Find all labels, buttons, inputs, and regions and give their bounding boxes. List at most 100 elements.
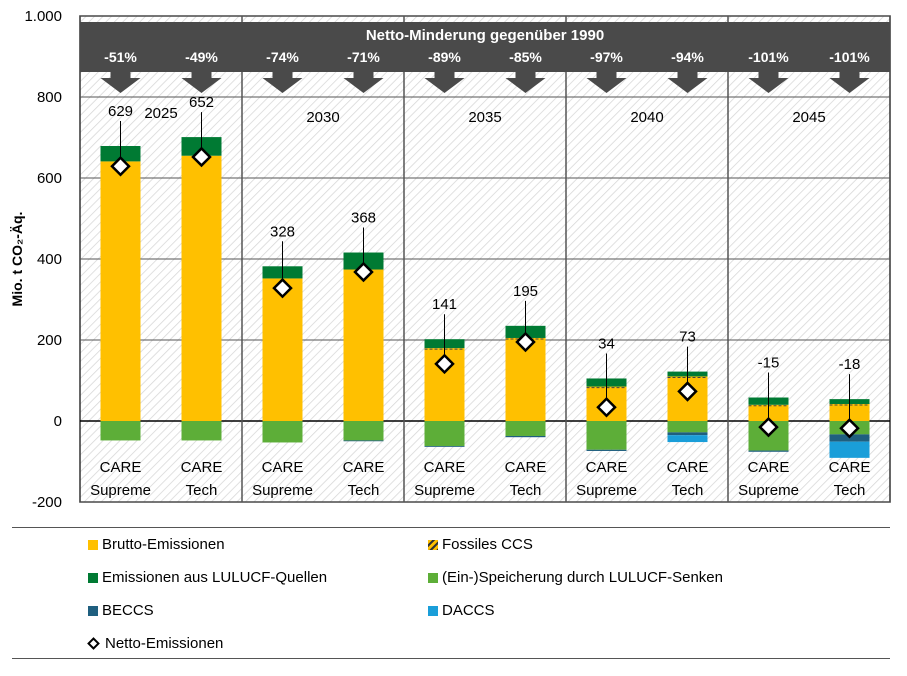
bar-segment-daccs (829, 441, 870, 458)
bar-segment-beccs (343, 440, 384, 442)
category-label-line1: CARE (181, 459, 223, 476)
bar-segment-beccs (748, 450, 789, 452)
legend-item-lulucf-sources: Emissionen aus LULUCF-Quellen (88, 569, 327, 586)
legend-item-net: Netto-Emissionen (86, 635, 223, 652)
reduction-percent-label: -101% (829, 49, 870, 65)
legend-item-lulucf-sinks: (Ein-)Speicherung durch LULUCF-Senken (428, 569, 723, 586)
net-emissions-marker (596, 396, 617, 418)
category-label-line2: Tech (510, 482, 542, 499)
category-label-line1: CARE (748, 459, 790, 476)
category-label-line1: CARE (505, 459, 547, 476)
reduction-arrow-icon (748, 72, 789, 93)
bar-segment-beccs (505, 435, 546, 438)
reduction-percent-label: -51% (104, 49, 137, 65)
net-emissions-marker (272, 277, 293, 299)
category-label-line2: Tech (186, 482, 218, 499)
legend-item-beccs: BECCS (88, 602, 154, 619)
legend-label: Emissionen aus LULUCF-Quellen (102, 569, 328, 586)
net-emissions-marker (839, 418, 860, 439)
reduction-arrow-icon (505, 72, 546, 93)
bar-segment-brutto-emissionen (262, 278, 303, 421)
group-year-label: 2030 (306, 109, 339, 126)
y-axis-label: Mio. t CO₂-Äq. (9, 212, 25, 307)
category-label-line1: CARE (829, 459, 871, 476)
category-label-line1: CARE (424, 459, 466, 476)
net-value-label: 328 (270, 223, 295, 240)
reduction-arrow-icon (181, 72, 222, 93)
emissions-chart: -200 0 200 400 600 800 1.000 Netto-Minderung ge… (9, 8, 891, 511)
bar-segment-ein-speicherung-durch-lulucf-senken (505, 421, 546, 436)
legend-item-daccs: DACCS (428, 602, 495, 619)
group-year-label: 2035 (468, 109, 501, 126)
category-label-line1: CARE (100, 459, 142, 476)
net-emissions-marker (110, 156, 131, 177)
net-value-label: -18 (839, 356, 861, 373)
y-tick-label: 600 (37, 170, 62, 187)
category-label-line2: Supreme (414, 482, 475, 499)
bar-segment-daccs (667, 435, 708, 443)
bar-segment-ein-speicherung-durch-lulucf-senken (262, 421, 303, 443)
y-tick-label: 200 (37, 332, 62, 349)
legend-swatch-gross (88, 539, 98, 550)
net-emissions-marker (758, 416, 779, 438)
legend-swatch-lulucf-sources (88, 572, 98, 583)
net-value-label: 195 (513, 283, 538, 300)
legend-swatch-lulucf-sinks (428, 572, 438, 583)
legend-item-gross: Brutto-Emissionen (88, 536, 225, 553)
bar-segment-ein-speicherung-durch-lulucf-senken (586, 421, 627, 450)
legend-label: Fossiles CCS (442, 536, 533, 553)
bar-segment-ein-speicherung-durch-lulucf-senken (181, 421, 222, 441)
category-label-line2: Supreme (90, 482, 151, 499)
reduction-arrow-icon (667, 72, 708, 93)
reduction-arrow-icon (343, 72, 384, 93)
bar-segment-ein-speicherung-durch-lulucf-senken (667, 421, 708, 433)
legend-label: DACCS (442, 602, 495, 619)
reduction-arrow-icon (100, 72, 141, 93)
y-tick-label: 1.000 (24, 8, 62, 25)
legend-label: Brutto-Emissionen (102, 536, 225, 553)
category-label-line2: Supreme (252, 482, 313, 499)
reduction-percent-label: -71% (347, 49, 380, 65)
reduction-banner (80, 22, 890, 72)
category-label-line2: Tech (834, 482, 866, 499)
y-tick-label: -200 (32, 494, 62, 511)
category-label-line2: Tech (672, 482, 704, 499)
net-emissions-marker (677, 381, 698, 402)
bar-segment-brutto-emissionen (181, 155, 222, 421)
net-emissions-marker (353, 261, 374, 283)
net-value-label: 34 (598, 335, 615, 352)
legend-item-fossil-ccs: Fossiles CCS (428, 536, 533, 553)
reduction-arrow-icon (829, 72, 870, 93)
reduction-percent-label: -49% (185, 49, 218, 65)
y-tick-label: 800 (37, 89, 62, 106)
legend-label: Netto-Emissionen (105, 635, 224, 652)
group-year-label: 2045 (792, 109, 825, 126)
legend-bottom-divider (12, 658, 890, 659)
reduction-arrow-icon (424, 72, 465, 93)
y-tick-label: 400 (37, 251, 62, 268)
legend-label: BECCS (102, 602, 154, 619)
legend-diamond-icon (87, 637, 100, 650)
category-label-line1: CARE (262, 459, 304, 476)
reduction-arrow-icon (586, 72, 627, 93)
net-emissions-marker (191, 146, 212, 168)
net-value-label: 73 (679, 329, 696, 346)
reduction-percent-label: -74% (266, 49, 299, 65)
net-value-label: -15 (758, 355, 780, 372)
bar-segment-ein-speicherung-durch-lulucf-senken (424, 421, 465, 447)
legend-swatch-fossil-ccs (428, 539, 438, 550)
bar-segment-ein-speicherung-durch-lulucf-senken (343, 421, 384, 441)
bar-segment-beccs (667, 432, 708, 436)
legend-label: (Ein-)Speicherung durch LULUCF-Senken (442, 569, 723, 586)
reduction-percent-label: -85% (509, 49, 542, 65)
net-value-label: 652 (189, 94, 214, 111)
y-tick-label: 0 (54, 413, 62, 430)
bar-segment-beccs (586, 449, 627, 451)
legend-swatch-daccs (428, 605, 438, 616)
group-year-label: 2025 (144, 105, 177, 122)
category-label-line1: CARE (586, 459, 628, 476)
legend-swatch-beccs (88, 605, 98, 616)
group-year-label: 2040 (630, 109, 663, 126)
bar-segment-ein-speicherung-durch-lulucf-senken (100, 421, 141, 441)
category-label-line2: Tech (348, 482, 380, 499)
